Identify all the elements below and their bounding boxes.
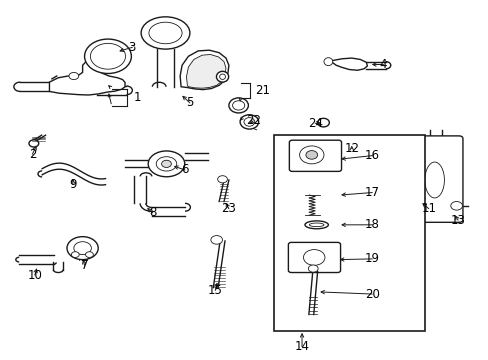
Text: 10: 10 <box>27 269 42 282</box>
Text: 12: 12 <box>344 142 359 155</box>
Ellipse shape <box>424 162 444 198</box>
Text: 11: 11 <box>421 202 435 215</box>
Circle shape <box>84 39 131 73</box>
Circle shape <box>299 146 324 164</box>
Circle shape <box>71 252 79 257</box>
Circle shape <box>85 252 93 257</box>
Polygon shape <box>186 54 225 88</box>
Ellipse shape <box>240 115 258 129</box>
Text: 18: 18 <box>364 218 379 231</box>
Circle shape <box>210 235 222 244</box>
Text: 21: 21 <box>255 84 270 97</box>
Text: 17: 17 <box>364 186 379 199</box>
Circle shape <box>69 72 79 80</box>
Ellipse shape <box>244 118 254 126</box>
Circle shape <box>450 202 462 210</box>
Ellipse shape <box>324 58 332 66</box>
Circle shape <box>67 237 98 260</box>
Text: 24: 24 <box>307 117 322 130</box>
Ellipse shape <box>309 223 324 226</box>
Ellipse shape <box>219 74 225 80</box>
Text: 20: 20 <box>364 288 379 301</box>
Circle shape <box>74 242 91 255</box>
Circle shape <box>217 176 227 183</box>
FancyBboxPatch shape <box>416 136 462 222</box>
Circle shape <box>90 43 125 69</box>
Text: 22: 22 <box>245 114 260 127</box>
Circle shape <box>29 140 39 147</box>
Text: 3: 3 <box>128 41 136 54</box>
FancyBboxPatch shape <box>288 242 340 273</box>
Ellipse shape <box>148 151 184 177</box>
Text: 9: 9 <box>69 178 77 191</box>
Polygon shape <box>341 136 361 148</box>
Text: 8: 8 <box>149 207 156 220</box>
Ellipse shape <box>141 17 189 49</box>
Ellipse shape <box>216 71 228 82</box>
Polygon shape <box>331 58 366 70</box>
Text: 19: 19 <box>364 252 379 265</box>
Bar <box>273 135 424 330</box>
Text: 7: 7 <box>81 259 88 272</box>
Text: 6: 6 <box>181 163 188 176</box>
Polygon shape <box>180 50 228 90</box>
Text: 13: 13 <box>450 214 465 227</box>
Ellipse shape <box>305 221 328 229</box>
Polygon shape <box>49 60 125 95</box>
FancyBboxPatch shape <box>289 140 341 171</box>
Text: 23: 23 <box>221 202 236 215</box>
Text: 2: 2 <box>29 148 36 161</box>
Text: 1: 1 <box>133 91 141 104</box>
Ellipse shape <box>156 157 176 171</box>
Ellipse shape <box>149 22 182 44</box>
Circle shape <box>305 150 317 159</box>
Text: 15: 15 <box>207 284 222 297</box>
Ellipse shape <box>232 101 244 110</box>
Ellipse shape <box>228 98 248 113</box>
Circle shape <box>308 265 318 272</box>
Text: 16: 16 <box>364 149 379 162</box>
Circle shape <box>303 249 325 265</box>
Circle shape <box>317 118 329 127</box>
Text: 14: 14 <box>294 340 309 353</box>
Circle shape <box>161 160 171 167</box>
Text: 4: 4 <box>379 58 386 71</box>
Text: 5: 5 <box>186 96 193 109</box>
